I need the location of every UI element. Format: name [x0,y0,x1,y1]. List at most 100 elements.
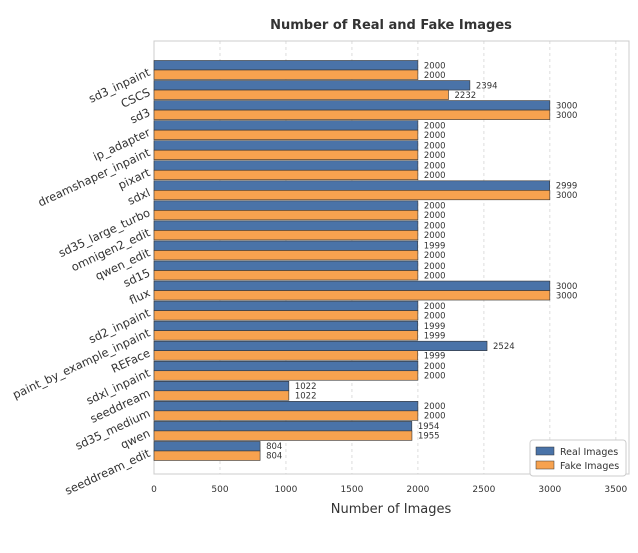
value-label: 804 [266,442,282,452]
value-label: 2000 [424,271,446,281]
value-label: 2000 [424,211,446,221]
y-tick-label: seeddream_edit [63,446,153,498]
bar-fake [153,250,419,261]
bar-real [153,300,419,311]
value-label: 2524 [493,342,515,352]
bar-real [153,360,419,372]
x-tick-label: 3500 [604,485,627,495]
bar-fake [153,129,419,140]
value-label: 1955 [418,432,440,442]
bar-real [153,100,551,111]
value-label: 2000 [424,171,446,181]
value-label: 2000 [424,372,446,382]
y-tick-label: flux [127,286,152,308]
bar-real [153,421,413,432]
value-label: 2000 [424,131,446,141]
x-tick-label: 2500 [472,485,495,495]
bar-fake [153,109,551,120]
legend: Real Images Fake Images [529,439,627,477]
bar-real [153,80,471,91]
bar-real [153,140,419,151]
bar-real [153,441,261,452]
bar-real [153,260,419,271]
x-tick-label: 1000 [274,485,297,495]
bar-fake [153,370,419,381]
value-label: 2000 [424,262,446,272]
value-label: 3000 [556,291,578,301]
bar-fake [153,290,551,301]
value-label: 2999 [556,182,578,192]
legend-swatch-fake [535,460,555,470]
value-label: 2394 [476,81,498,91]
bar-real [153,280,551,291]
bar-fake [153,270,419,281]
x-tick-label: 0 [151,485,157,495]
legend-label-fake: Fake Images [560,461,619,472]
value-label: 2000 [424,412,446,422]
value-label: 2000 [424,311,446,321]
value-label: 2000 [424,61,446,71]
value-label: 1999 [424,322,446,332]
bar-real [153,340,488,352]
bar-real [153,180,551,191]
y-tick-label: sdxl [125,185,152,208]
value-label: 1999 [424,242,446,252]
legend-label-real: Real Images [560,447,618,458]
value-label: 2000 [424,71,446,81]
value-label: 1999 [424,351,446,361]
bar-fake [153,190,551,201]
x-tick-label: 3000 [538,485,561,495]
value-label: 1022 [295,382,317,392]
value-label: 2000 [424,162,446,172]
bar-fake [153,169,419,181]
value-label: 3000 [556,282,578,292]
bar-fake [153,350,419,361]
bar-fake [153,310,419,321]
x-axis-ticks: 0 500 1000 1500 2000 2500 3000 3500 [151,485,627,495]
value-label: 2000 [424,231,446,241]
value-labels: 2000200023942232300030002000200020002000… [266,61,577,461]
bar-real [153,220,419,231]
value-label: 2000 [424,251,446,261]
bars [153,60,551,461]
bar-real [153,200,419,211]
value-label: 804 [266,452,282,462]
value-label: 2000 [424,302,446,312]
bar-fake [153,330,419,341]
bar-real [153,160,419,171]
x-tick-label: 2000 [406,485,429,495]
bar-fake [153,210,419,221]
bar-fake [153,89,449,100]
value-label: 2000 [424,202,446,212]
value-label: 2000 [424,362,446,372]
bar-fake [153,390,290,401]
bar-fake [153,430,413,441]
value-label: 2000 [424,141,446,151]
value-label: 3000 [556,191,578,201]
value-label: 2000 [424,121,446,131]
chart-title: Number of Real and Fake Images [270,18,512,33]
value-label: 1999 [424,331,446,341]
y-axis-ticks: sd3_inpaintCSCSsd3ip_adapterdreamshaper_… [10,65,152,498]
value-label: 2000 [424,222,446,232]
value-label: 1022 [295,392,317,402]
value-label: 1954 [418,422,440,432]
bar-fake [153,69,419,80]
bar-fake [153,410,419,421]
value-label: 2000 [424,402,446,412]
legend-swatch-real [535,446,555,456]
x-tick-label: 1500 [340,485,363,495]
x-tick-label: 500 [211,485,228,495]
bar-real [153,240,419,251]
x-axis-label: Number of Images [331,502,452,517]
value-label: 3000 [556,111,578,121]
bar-fake [153,149,419,160]
bar-fake [153,230,419,241]
bar-real [153,320,419,331]
value-label: 2000 [424,151,446,161]
bar-real [153,120,419,131]
bar-fake [153,450,261,461]
bar-real [153,401,419,412]
value-label: 2232 [455,91,477,101]
